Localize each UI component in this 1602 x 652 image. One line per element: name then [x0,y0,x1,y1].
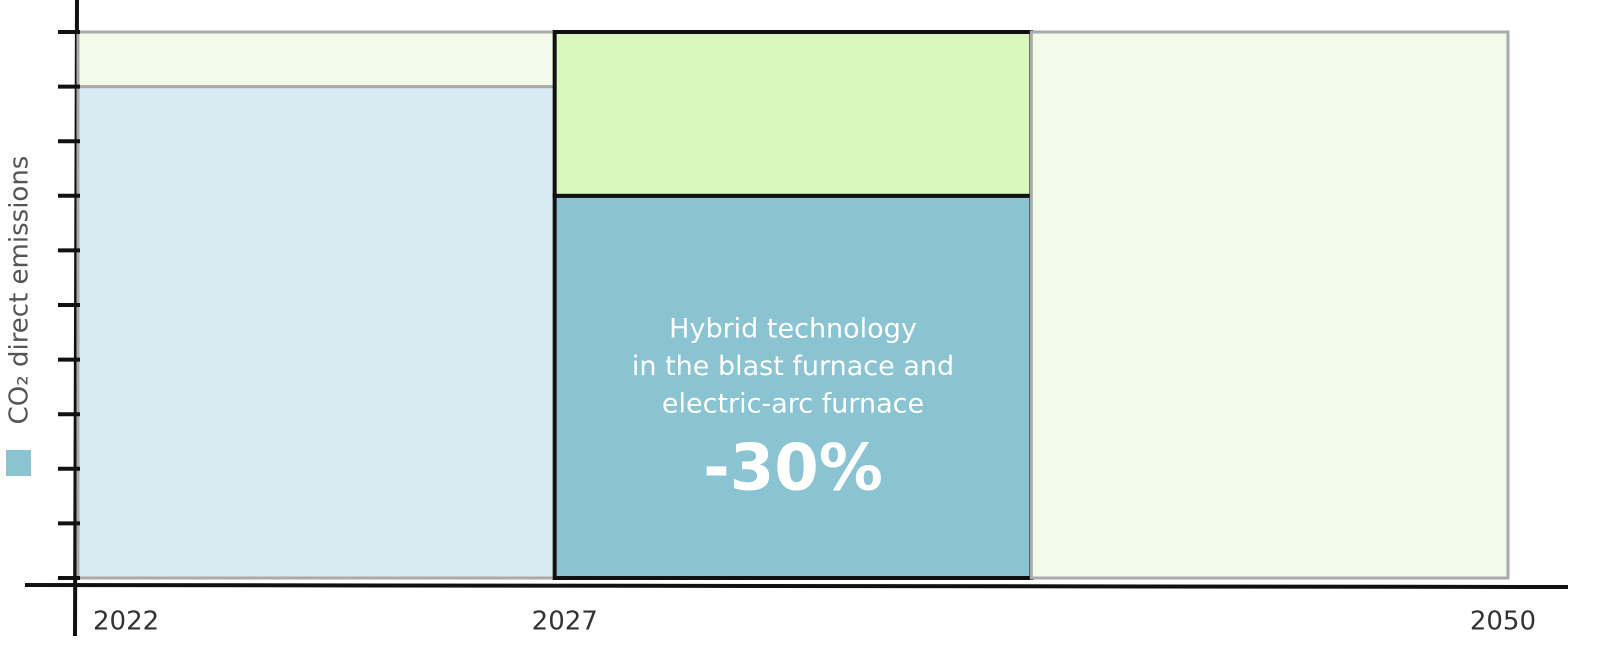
bar-segment [552,30,1034,198]
legend-label: CO₂ direct emissions [5,156,35,425]
x-tick-label: 2022 [93,607,159,637]
bar-segment [1029,30,1510,580]
x-axis [24,583,1569,589]
x-tick-label: 2050 [1470,607,1536,637]
x-tick-label: 2027 [532,607,598,637]
annotation-text: electric-arc furnace [662,389,924,420]
annotation-change: -30% [703,432,883,506]
annotation-text: in the blast furnace and [632,351,954,382]
bar-segment [76,30,557,89]
bar-segment [76,85,557,580]
annotation-text: Hybrid technology [669,314,917,345]
bar-segment [552,193,1034,581]
legend-swatch [6,450,31,476]
